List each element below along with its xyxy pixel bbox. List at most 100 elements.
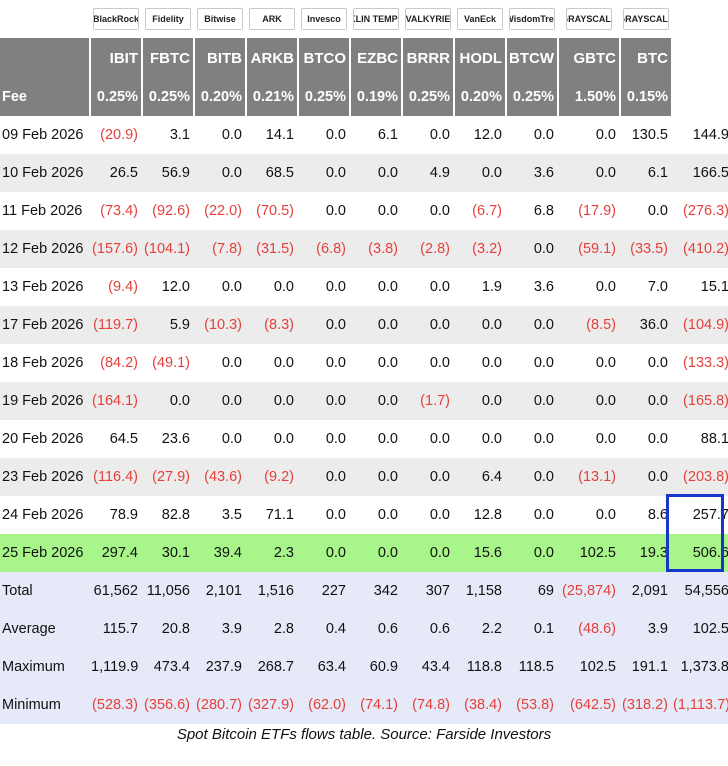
- row-total: 144.9: [692, 127, 728, 143]
- row-date: 23 Feb 2026: [0, 458, 91, 496]
- flow-cell: 0.0: [429, 431, 450, 447]
- summary-cell: 0.1: [507, 610, 559, 648]
- ticker-header: BITB: [195, 38, 247, 78]
- flow-cell: 0.0: [621, 382, 673, 420]
- table-row: 20 Feb 2026 64.5 23.6 0.0 0.0 0.0 0.0 0.0 0.0 0.0…: [0, 420, 728, 458]
- flow-cell: (9.2): [247, 458, 299, 496]
- row-total: 88.1: [700, 431, 728, 447]
- table-row: 25 Feb 2026 297.4 30.1 39.4 2.3 0.0 0.0 0.0 15.6…: [0, 534, 728, 572]
- row-date: 20 Feb 2026: [2, 431, 84, 447]
- table-row: 24 Feb 2026 78.9 82.8 3.5 71.1 0.0 0.0 0.0 12.8 0…: [0, 496, 728, 534]
- table-row: 10 Feb 2026 26.5 56.9 0.0 68.5 0.0 0.0 4.9 0.0 3.…: [0, 154, 728, 192]
- flow-cell: (17.9): [578, 203, 616, 219]
- flow-cell: 0.0: [533, 507, 554, 523]
- flow-cell: (116.4): [91, 458, 143, 496]
- flow-cell: 71.1: [265, 507, 294, 523]
- ticker-header: EZBC: [351, 38, 403, 78]
- figure-caption: Spot Bitcoin ETFs flows table. Source: F…: [176, 726, 552, 743]
- summary-cell: (53.8): [507, 686, 559, 724]
- flow-cell: 0.0: [351, 306, 403, 344]
- flow-cell: (9.4): [108, 279, 138, 295]
- fund-logo: VALKYRIE: [405, 8, 451, 30]
- flow-cell: 14.1: [265, 127, 294, 143]
- summary-row: Average 115.7 20.8 3.9 2.8 0.4 0.6 0.6 2.2 0.1 (48…: [0, 610, 728, 648]
- summary-row: Maximum 1,119.9 473.4 237.9 268.7 63.4 60.9 43.…: [0, 648, 728, 686]
- flow-cell: 0.0: [247, 382, 299, 420]
- ticker-header: BTCO: [299, 38, 351, 78]
- flow-cell: 0.0: [299, 534, 351, 572]
- table-row: 13 Feb 2026 (9.4) 12.0 0.0 0.0 0.0 0.0 0.0 1.9 3.…: [0, 268, 728, 306]
- flow-cell: 0.0: [325, 507, 346, 523]
- ticker-header: GBTC: [559, 38, 621, 78]
- summary-cell: (74.1): [351, 686, 403, 724]
- ticker-corner: [0, 38, 91, 78]
- flow-cell: (8.5): [559, 306, 621, 344]
- flow-cell: 64.5: [109, 431, 138, 447]
- flow-cell: 3.6: [533, 279, 554, 295]
- flow-cell: 0.0: [273, 279, 294, 295]
- logo-cell: VALKYRIE: [403, 0, 455, 38]
- fund-logo: ARK: [249, 8, 295, 30]
- flow-cell: 12.0: [161, 279, 190, 295]
- row-total: (165.8): [673, 382, 728, 420]
- flow-cell: 56.9: [143, 154, 195, 192]
- ticker-header: BRRR: [403, 38, 455, 78]
- fee-value: 0.20%: [455, 78, 507, 116]
- ticker-header: BTC: [621, 38, 673, 78]
- flow-cell: 0.0: [221, 127, 242, 143]
- fee-value: 0.15%: [621, 78, 673, 116]
- summary-cell: 60.9: [351, 648, 403, 686]
- ticker-header: FBTC: [143, 38, 195, 78]
- flow-cell: (27.9): [143, 458, 195, 496]
- flow-cell: 0.0: [221, 431, 242, 447]
- table-row: 12 Feb 2026 (157.6) (104.1) (7.8) (31.5) (6.8…: [0, 230, 728, 268]
- row-total: 257.7: [692, 507, 728, 523]
- flow-cell: (2.8): [403, 230, 455, 268]
- row-date: 11 Feb 2026: [2, 203, 83, 219]
- row-date: 24 Feb 2026: [2, 507, 84, 523]
- flow-cell: 12.8: [473, 507, 502, 523]
- summary-cell: 69: [507, 572, 559, 610]
- summary-cell: 2.2: [455, 610, 507, 648]
- flow-cell: (33.5): [621, 230, 673, 268]
- flow-cell: 0.0: [377, 355, 398, 371]
- summary-cell: 115.7: [91, 610, 143, 648]
- flow-cell: 0.0: [481, 355, 502, 371]
- summary-total: 1,373.8: [673, 648, 728, 686]
- logo-cell: Invesco: [299, 0, 351, 38]
- summary-cell: 102.5: [559, 648, 621, 686]
- flow-cell: 0.0: [377, 279, 398, 295]
- flow-cell: (104.1): [143, 230, 195, 268]
- flow-cell: 0.0: [559, 154, 621, 192]
- logo-cell: VanEck: [455, 0, 507, 38]
- flow-cell: (10.3): [195, 306, 247, 344]
- fee-row: Fee 0.25% 0.25% 0.20% 0.21% 0.25% 0.19% 0.25% 0…: [0, 78, 728, 116]
- logo-cell: BlackRock: [91, 0, 143, 38]
- row-date: 09 Feb 2026: [2, 127, 84, 143]
- row-total: (104.9): [673, 306, 728, 344]
- table-row: 19 Feb 2026 (164.1) 0.0 0.0 0.0 0.0 0.0 (1.7) 0.…: [0, 382, 728, 420]
- flow-cell: 7.0: [647, 279, 668, 295]
- flow-cell: 0.0: [299, 382, 351, 420]
- flow-cell: 0.0: [351, 458, 403, 496]
- summary-label: Average: [0, 610, 91, 648]
- flow-cell: 0.0: [429, 355, 450, 371]
- flow-cell: 0.0: [325, 431, 346, 447]
- fee-value: 0.25%: [299, 78, 351, 116]
- flow-cell: (119.7): [91, 306, 143, 344]
- summary-label: Maximum: [0, 648, 91, 686]
- flow-cell: 0.0: [595, 355, 616, 371]
- summary-cell: 227: [299, 572, 351, 610]
- fund-logo: VanEck: [457, 8, 503, 30]
- flow-cell: 78.9: [109, 507, 138, 523]
- flow-cell: 39.4: [195, 534, 247, 572]
- summary-cell: (74.8): [403, 686, 455, 724]
- logo-cell: ARK: [247, 0, 299, 38]
- summary-cell: 2.8: [247, 610, 299, 648]
- summary-cell: (280.7): [195, 686, 247, 724]
- flow-cell: (84.2): [100, 355, 138, 371]
- summary-row: Minimum (528.3) (356.6) (280.7) (327.9) (62.0…: [0, 686, 728, 724]
- flow-cell: 0.0: [351, 382, 403, 420]
- ticker-header: HODL: [455, 38, 507, 78]
- summary-cell: 2,091: [621, 572, 673, 610]
